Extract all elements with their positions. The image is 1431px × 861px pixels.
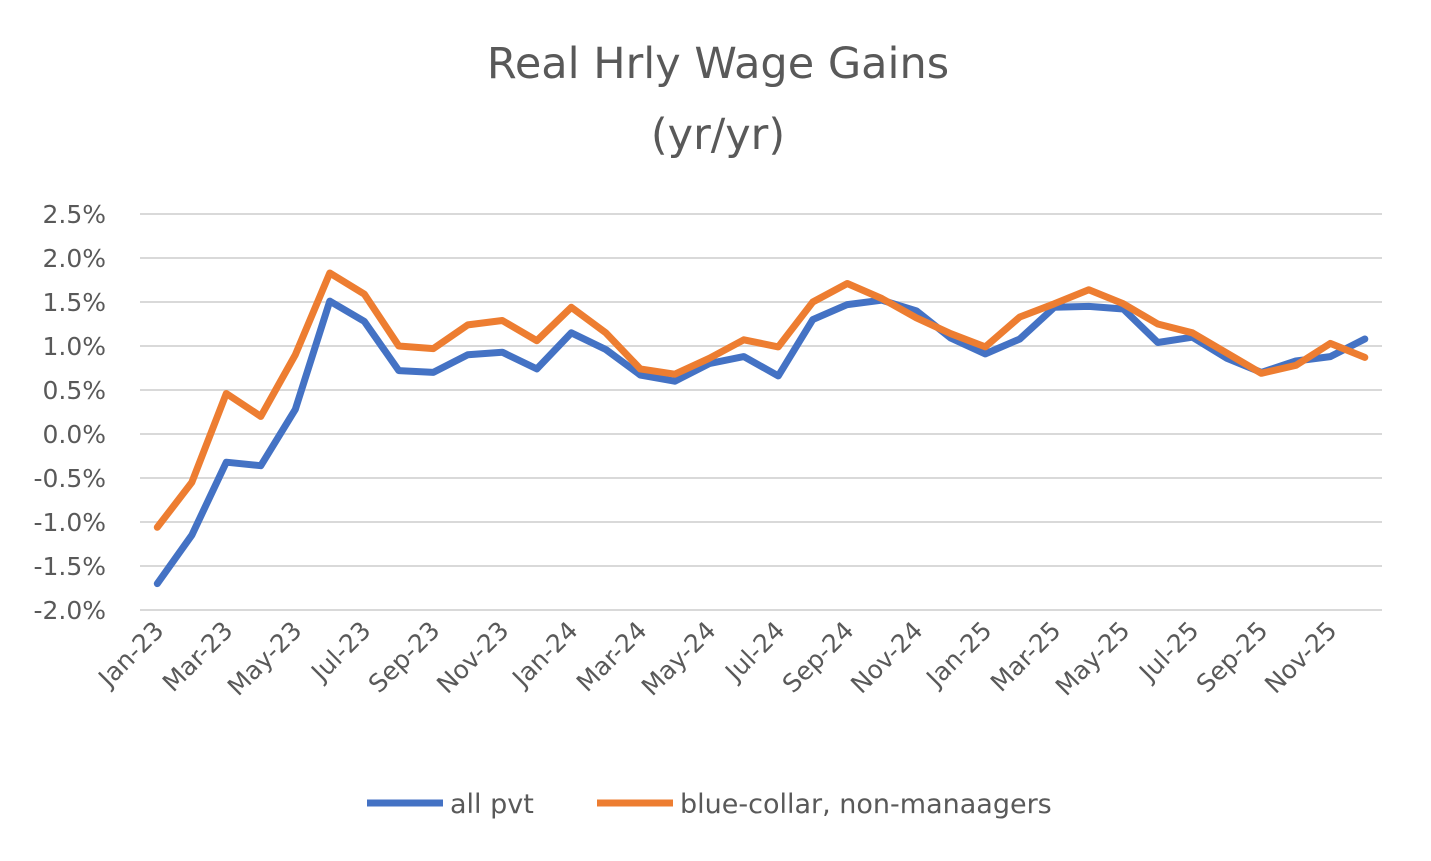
data-point-2 [1258, 370, 1264, 376]
data-point-2 [361, 291, 367, 297]
data-point-2 [1189, 330, 1195, 336]
x-tick-label: May-25 [1050, 616, 1136, 702]
data-point-2 [844, 281, 850, 287]
x-tick-label: Jan-24 [505, 616, 583, 694]
gridlines [140, 213, 1382, 611]
data-point-2 [258, 413, 264, 419]
data-point-1 [1017, 336, 1023, 342]
data-point-2 [568, 304, 574, 310]
data-point-2 [637, 366, 643, 372]
data-point-1 [465, 352, 471, 358]
data-point-1 [154, 581, 160, 587]
data-point-1 [568, 330, 574, 336]
data-point-1 [844, 302, 850, 308]
x-axis-ticks: Jan-23Mar-23May-23Jul-23Sep-23Nov-23Jan-… [91, 616, 1342, 702]
data-point-1 [603, 347, 609, 353]
x-tick-label: May-23 [222, 616, 308, 702]
data-point-1 [982, 351, 988, 357]
data-point-1 [327, 298, 333, 304]
data-point-2 [499, 317, 505, 323]
x-tick-label: Sep-25 [1191, 616, 1274, 699]
legend: all pvt blue-collar, non-manaagers [367, 789, 1052, 820]
chart-subtitle: (yr/yr) [651, 110, 785, 160]
data-point-2 [396, 343, 402, 349]
data-point-1 [775, 373, 781, 379]
data-point-1 [223, 459, 229, 465]
data-point-2 [913, 315, 919, 321]
x-tick-label: Nov-24 [845, 616, 928, 699]
y-tick-label: -1.0% [33, 508, 106, 537]
series-line-2 [153, 269, 1369, 531]
data-point-2 [1120, 301, 1126, 307]
x-tick-label: Nov-23 [431, 616, 514, 699]
y-tick-label: 2.5% [42, 200, 106, 229]
data-point-2 [672, 371, 678, 377]
data-point-2 [1051, 301, 1057, 307]
series-lines [153, 269, 1369, 588]
data-point-2 [189, 479, 195, 485]
data-point-2 [879, 295, 885, 301]
y-axis-ticks: 2.5% 2.0% 1.5% 1.0% 0.5% 0.0% -0.5% -1.0% -1.5% -… [33, 200, 106, 625]
data-point-1 [430, 369, 436, 375]
data-point-2 [1224, 350, 1230, 356]
y-tick-label: 0.0% [42, 420, 106, 449]
data-point-1 [1155, 339, 1161, 345]
data-point-2 [465, 322, 471, 328]
data-point-1 [499, 349, 505, 355]
data-point-2 [534, 338, 540, 344]
data-point-2 [603, 330, 609, 336]
data-point-1 [189, 532, 195, 538]
data-point-2 [810, 299, 816, 305]
y-tick-label: 2.0% [42, 244, 106, 273]
data-point-2 [1293, 362, 1299, 368]
data-point-1 [1327, 354, 1333, 360]
y-tick-label: -0.5% [33, 464, 106, 493]
data-point-2 [1086, 287, 1092, 293]
y-tick-label: -2.0% [33, 596, 106, 625]
x-tick-label: Nov-25 [1259, 616, 1342, 699]
data-point-2 [327, 270, 333, 276]
x-tick-label: May-24 [636, 616, 722, 702]
data-point-2 [948, 331, 954, 337]
x-tick-label: Jan-25 [919, 616, 997, 694]
data-point-1 [810, 317, 816, 323]
data-point-2 [223, 391, 229, 397]
y-tick-label: -1.5% [33, 552, 106, 581]
data-point-2 [430, 346, 436, 352]
data-point-1 [361, 318, 367, 324]
x-tick-label: Sep-23 [363, 616, 446, 699]
data-point-2 [1362, 354, 1368, 360]
data-point-2 [1155, 321, 1161, 327]
series-line-1 [153, 296, 1369, 588]
data-point-1 [258, 463, 264, 469]
data-point-2 [1327, 340, 1333, 346]
data-point-1 [292, 406, 298, 412]
chart-title: Real Hrly Wage Gains [487, 39, 949, 89]
data-point-2 [292, 352, 298, 358]
data-point-2 [741, 337, 747, 343]
data-point-1 [1362, 336, 1368, 342]
y-tick-label: 1.0% [42, 332, 106, 361]
y-tick-label: 1.5% [42, 288, 106, 317]
y-tick-label: 0.5% [42, 376, 106, 405]
data-point-2 [154, 524, 160, 530]
data-point-1 [534, 366, 540, 372]
data-point-2 [1017, 314, 1023, 320]
data-point-2 [982, 344, 988, 350]
data-point-1 [1086, 303, 1092, 309]
data-point-1 [741, 354, 747, 360]
data-point-1 [396, 368, 402, 374]
legend-label-2: blue-collar, non-manaagers [680, 789, 1052, 820]
x-tick-label: Sep-24 [777, 616, 860, 699]
x-tick-label: Jan-23 [91, 616, 169, 694]
data-point-2 [706, 355, 712, 361]
data-point-1 [672, 378, 678, 384]
data-point-2 [775, 344, 781, 350]
legend-label-1: all pvt [450, 789, 534, 820]
data-point-1 [637, 372, 643, 378]
